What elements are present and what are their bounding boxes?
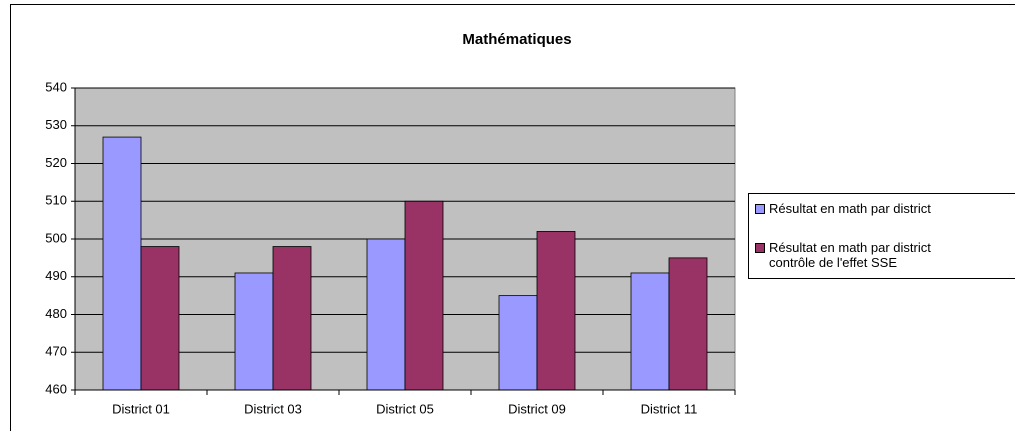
bar [630, 272, 670, 391]
legend-swatch [755, 204, 765, 214]
y-tick-label: 460 [45, 381, 67, 396]
y-tick-label: 540 [45, 79, 67, 94]
bar [140, 246, 180, 391]
x-tick-label: District 05 [376, 401, 434, 416]
x-tick-label: District 03 [244, 401, 302, 416]
bar [272, 246, 312, 391]
bar [498, 295, 538, 391]
y-tick-label: 530 [45, 117, 67, 132]
legend-item: Résultat en math par district [755, 201, 1015, 216]
y-tick-label: 500 [45, 230, 67, 245]
legend-item: Résultat en math par district contrôle d… [755, 240, 1015, 270]
legend-swatch [755, 243, 765, 253]
bar [404, 200, 444, 391]
bar [234, 272, 274, 391]
y-tick-label: 490 [45, 268, 67, 283]
y-tick-label: 510 [45, 193, 67, 208]
legend-label: Résultat en math par district contrôle d… [769, 240, 931, 270]
x-tick-label: District 01 [112, 401, 170, 416]
bar [668, 257, 708, 391]
chart-title: Mathématiques [462, 31, 571, 48]
legend: Résultat en math par district Résultat en… [748, 193, 1015, 279]
y-tick-label: 470 [45, 344, 67, 359]
legend-label: Résultat en math par district [769, 201, 931, 216]
bar [366, 238, 406, 391]
y-tick-label: 480 [45, 306, 67, 321]
y-tick-label: 520 [45, 155, 67, 170]
x-tick-label: District 09 [508, 401, 566, 416]
bar [102, 136, 142, 391]
x-tick-label: District 11 [641, 401, 698, 416]
bar [536, 231, 576, 391]
